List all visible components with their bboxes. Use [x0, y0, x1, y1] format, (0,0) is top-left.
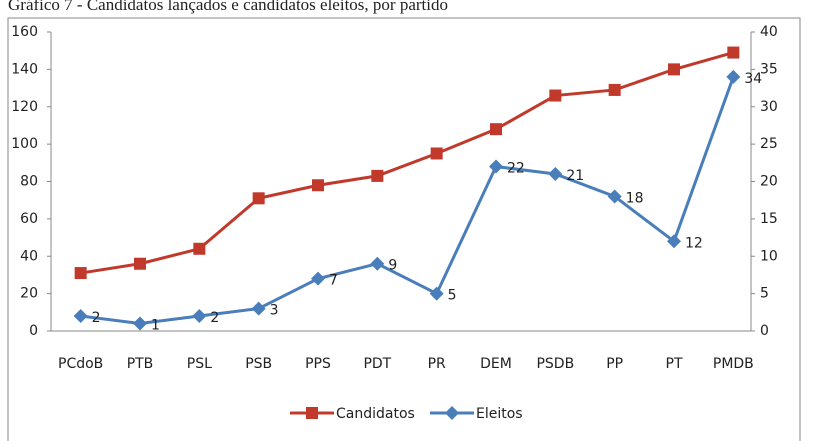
y-tick-label: 120	[11, 99, 38, 115]
marker	[74, 267, 87, 280]
x-tick-label: PR	[428, 356, 446, 372]
marker	[727, 46, 740, 59]
y-tick-label: 40	[20, 248, 38, 264]
marker	[445, 406, 459, 420]
y2-tick-label: 0	[760, 323, 769, 339]
marker	[429, 286, 444, 301]
marker	[192, 309, 207, 324]
y-tick-label: 0	[29, 323, 38, 339]
x-tick-label: PT	[666, 356, 683, 372]
marker	[608, 83, 621, 96]
data-label: 3	[270, 303, 279, 319]
x-tick-label: PDT	[363, 356, 391, 372]
x-tick-label: PSDB	[536, 356, 574, 372]
marker	[371, 169, 384, 182]
data-label: 1	[151, 318, 160, 334]
marker	[430, 147, 443, 160]
marker	[667, 234, 681, 249]
data-label: 2	[210, 310, 219, 326]
y2-tick-label: 40	[760, 24, 778, 40]
marker	[370, 256, 385, 271]
y-tick-label: 20	[20, 286, 38, 302]
data-label: 12	[685, 235, 703, 251]
x-tick-label: PCdoB	[58, 356, 103, 372]
y2-tick-label: 15	[760, 211, 778, 227]
marker	[607, 189, 622, 204]
x-tick-label: PSB	[245, 356, 272, 372]
data-label: 34	[744, 71, 762, 87]
marker	[549, 89, 562, 102]
marker	[311, 271, 325, 286]
y-tick-label: 140	[11, 61, 38, 77]
marker	[251, 301, 266, 316]
marker	[252, 192, 265, 205]
x-tick-label: PSL	[187, 356, 212, 372]
x-tick-label: PMDB	[713, 356, 754, 372]
y2-tick-label: 25	[760, 136, 778, 152]
chart-title: Gráfico 7 - Candidatos lançados e candid…	[8, 0, 448, 14]
marker	[668, 63, 680, 76]
y2-tick-label: 5	[760, 286, 769, 302]
x-tick-label: PPS	[305, 356, 331, 372]
y-tick-label: 60	[20, 211, 38, 227]
y2-tick-label: 35	[760, 61, 778, 77]
marker	[133, 316, 147, 331]
data-label: 21	[566, 168, 584, 184]
marker	[548, 167, 563, 182]
marker	[489, 159, 503, 174]
marker	[312, 179, 324, 192]
chart-frame	[7, 17, 801, 441]
data-label: 22	[507, 161, 525, 177]
x-tick-label: PTB	[127, 356, 154, 372]
legend-label: Eleitos	[476, 406, 523, 422]
y-tick-label: 100	[11, 136, 38, 152]
marker	[726, 69, 741, 84]
series-line	[80, 51, 734, 275]
marker	[490, 123, 502, 136]
data-label: 5	[448, 288, 457, 304]
x-tick-label: PP	[606, 356, 623, 372]
data-label: 7	[329, 273, 338, 289]
y-tick-label: 160	[11, 24, 38, 40]
data-label: 18	[626, 190, 644, 206]
y2-tick-label: 20	[760, 174, 778, 190]
x-tick-label: DEM	[480, 356, 512, 372]
series-line	[80, 76, 735, 326]
y2-tick-label: 30	[760, 99, 778, 115]
y-tick-label: 80	[20, 174, 38, 190]
data-label: 9	[388, 258, 397, 274]
legend-label: Candidatos	[336, 406, 415, 422]
marker	[73, 309, 88, 324]
marker	[134, 257, 146, 270]
marker	[306, 407, 318, 419]
y2-tick-label: 10	[760, 248, 778, 264]
data-label: 2	[92, 310, 101, 326]
marker	[193, 242, 206, 255]
